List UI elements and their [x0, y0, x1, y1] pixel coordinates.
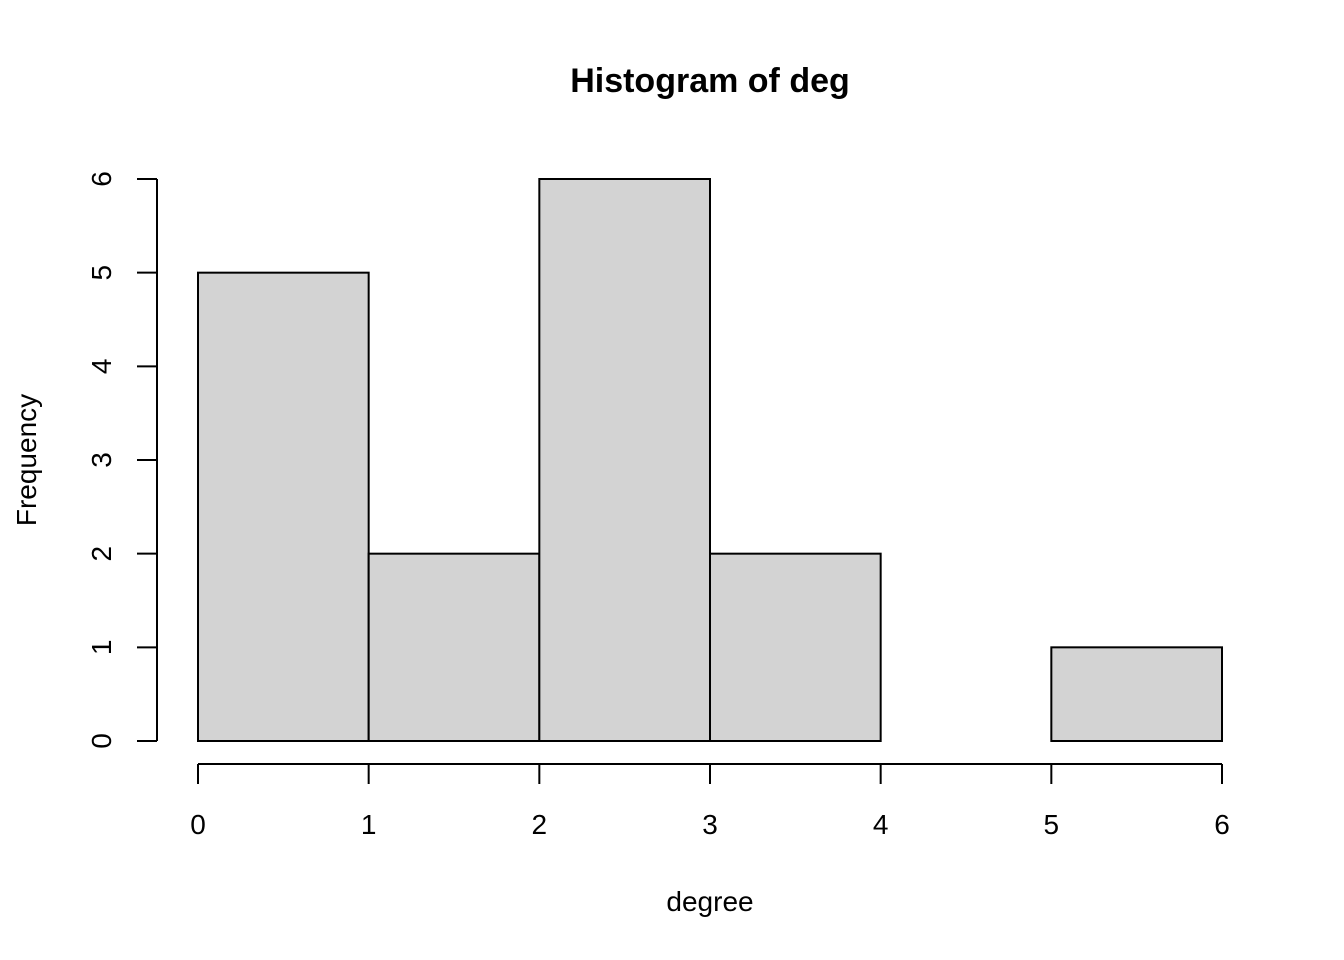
- histogram-bar-5: [1050, 646, 1224, 742]
- histogram-bar-0: [197, 271, 370, 742]
- histogram-bar-1: [367, 552, 541, 743]
- y-axis-label: Frequency: [11, 394, 42, 526]
- y-tick-label: 6: [86, 171, 117, 187]
- bars-group: [197, 178, 1224, 743]
- y-tick-label: 1: [86, 640, 117, 656]
- y-tick-label: 3: [86, 452, 117, 468]
- y-axis: 0 1 2 3 4 5 6: [86, 171, 158, 749]
- chart-title: Histogram of deg: [570, 62, 850, 100]
- histogram-bar-3: [709, 552, 882, 743]
- y-tick-label: 4: [86, 359, 117, 375]
- x-axis-label: degree: [666, 886, 753, 917]
- y-tick-label: 5: [86, 265, 117, 281]
- x-tick-label: 4: [873, 809, 889, 840]
- x-tick-label: 6: [1214, 809, 1230, 840]
- x-tick-label: 5: [1044, 809, 1060, 840]
- x-tick-label: 0: [190, 809, 206, 840]
- x-tick-label: 3: [702, 809, 718, 840]
- x-tick-label: 1: [361, 809, 377, 840]
- x-tick-label: 2: [532, 809, 548, 840]
- y-tick-label: 0: [86, 733, 117, 749]
- y-tick-label: 2: [86, 546, 117, 562]
- histogram-bar-2: [538, 178, 711, 742]
- x-axis: 0 1 2 3 4 5 6: [190, 763, 1230, 840]
